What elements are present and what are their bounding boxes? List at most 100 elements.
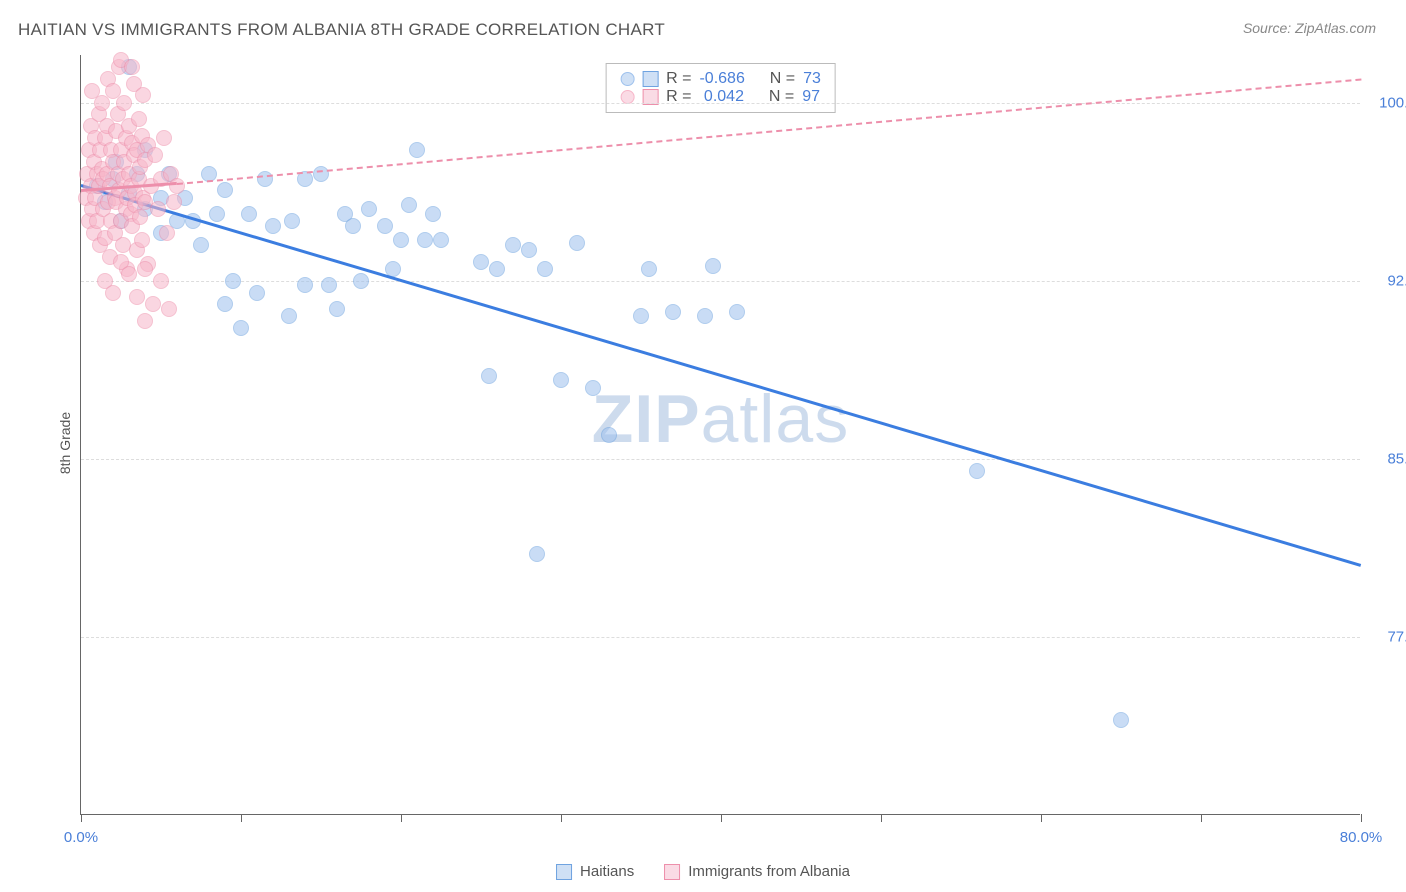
scatter-point <box>481 368 497 384</box>
scatter-point <box>105 285 121 301</box>
scatter-point <box>1113 712 1129 728</box>
y-tick-label: 100.0% <box>1370 94 1406 111</box>
scatter-point <box>193 237 209 253</box>
scatter-point <box>329 301 345 317</box>
scatter-point <box>150 201 166 217</box>
scatter-point <box>166 194 182 210</box>
scatter-point <box>225 273 241 289</box>
scatter-point <box>217 296 233 312</box>
y-axis-label: 8th Grade <box>57 412 73 474</box>
scatter-point <box>137 313 153 329</box>
scatter-point <box>417 232 433 248</box>
scatter-point <box>585 380 601 396</box>
scatter-point <box>377 218 393 234</box>
chart-header: HAITIAN VS IMMIGRANTS FROM ALBANIA 8TH G… <box>0 0 1406 50</box>
r-label: R = <box>666 70 691 88</box>
scatter-point <box>473 254 489 270</box>
legend-label-haitians: Haitians <box>580 863 634 880</box>
scatter-point <box>729 304 745 320</box>
chart-title: HAITIAN VS IMMIGRANTS FROM ALBANIA 8TH G… <box>18 20 665 40</box>
x-tick <box>1201 814 1202 822</box>
chart-container: 8th Grade ZIPatlas R = -0.686 N = 73 R =… <box>50 55 1370 815</box>
legend-label-albania: Immigrants from Albania <box>688 863 850 880</box>
legend-square-icon <box>642 71 658 87</box>
stats-row-haitians: R = -0.686 N = 73 <box>620 70 821 88</box>
legend-square-icon <box>556 864 572 880</box>
scatter-point <box>505 237 521 253</box>
scatter-point <box>257 171 273 187</box>
r-value-haitians: -0.686 <box>699 70 744 88</box>
scatter-point <box>209 206 225 222</box>
scatter-point <box>425 206 441 222</box>
scatter-point <box>161 301 177 317</box>
scatter-point <box>705 258 721 274</box>
x-tick-label: 0.0% <box>64 829 98 846</box>
x-tick <box>881 814 882 822</box>
scatter-point <box>433 232 449 248</box>
scatter-point <box>233 320 249 336</box>
x-tick <box>1361 814 1362 822</box>
scatter-point <box>169 178 185 194</box>
scatter-point <box>121 266 137 282</box>
scatter-point <box>156 130 172 146</box>
scatter-point <box>353 273 369 289</box>
scatter-point <box>147 147 163 163</box>
gridline <box>81 459 1360 460</box>
scatter-point <box>297 277 313 293</box>
scatter-point <box>241 206 257 222</box>
y-tick-label: 77.5% <box>1370 628 1406 645</box>
scatter-point <box>159 225 175 241</box>
scatter-point <box>321 277 337 293</box>
scatter-point <box>129 289 145 305</box>
scatter-point <box>409 142 425 158</box>
scatter-point <box>284 213 300 229</box>
n-label: N = <box>770 70 795 88</box>
scatter-point <box>633 308 649 324</box>
scatter-point <box>969 463 985 479</box>
scatter-point <box>217 182 233 198</box>
scatter-point <box>601 427 617 443</box>
scatter-point <box>265 218 281 234</box>
plot-area: ZIPatlas R = -0.686 N = 73 R = 0.042 N =… <box>80 55 1360 815</box>
legend-item-haitians: Haitians <box>556 863 634 880</box>
legend-circle-icon <box>620 72 634 86</box>
x-tick <box>241 814 242 822</box>
scatter-point <box>134 232 150 248</box>
scatter-point <box>153 273 169 289</box>
scatter-point <box>145 296 161 312</box>
scatter-point <box>489 261 505 277</box>
x-tick <box>561 814 562 822</box>
scatter-point <box>665 304 681 320</box>
scatter-point <box>124 59 140 75</box>
scatter-point <box>131 111 147 127</box>
scatter-point <box>361 201 377 217</box>
scatter-point <box>135 87 151 103</box>
legend-square-icon <box>664 864 680 880</box>
chart-source: Source: ZipAtlas.com <box>1243 20 1376 36</box>
y-tick-label: 92.5% <box>1370 272 1406 289</box>
scatter-point <box>521 242 537 258</box>
scatter-point <box>401 197 417 213</box>
x-tick-label: 80.0% <box>1340 829 1383 846</box>
scatter-point <box>393 232 409 248</box>
scatter-point <box>553 372 569 388</box>
stats-legend-box: R = -0.686 N = 73 R = 0.042 N = 97 <box>605 63 836 113</box>
y-tick-label: 85.0% <box>1370 450 1406 467</box>
gridline <box>81 637 1360 638</box>
scatter-point <box>313 166 329 182</box>
scatter-point <box>529 546 545 562</box>
scatter-point <box>537 261 553 277</box>
n-value-haitians: 73 <box>803 70 821 88</box>
gridline <box>81 103 1360 104</box>
bottom-legend: Haitians Immigrants from Albania <box>556 863 850 880</box>
x-tick <box>401 814 402 822</box>
watermark-bold: ZIP <box>592 381 701 457</box>
x-tick <box>721 814 722 822</box>
x-tick <box>81 814 82 822</box>
scatter-point <box>345 218 361 234</box>
scatter-point <box>641 261 657 277</box>
gridline <box>81 281 1360 282</box>
x-tick <box>1041 814 1042 822</box>
scatter-point <box>116 95 132 111</box>
scatter-point <box>137 261 153 277</box>
